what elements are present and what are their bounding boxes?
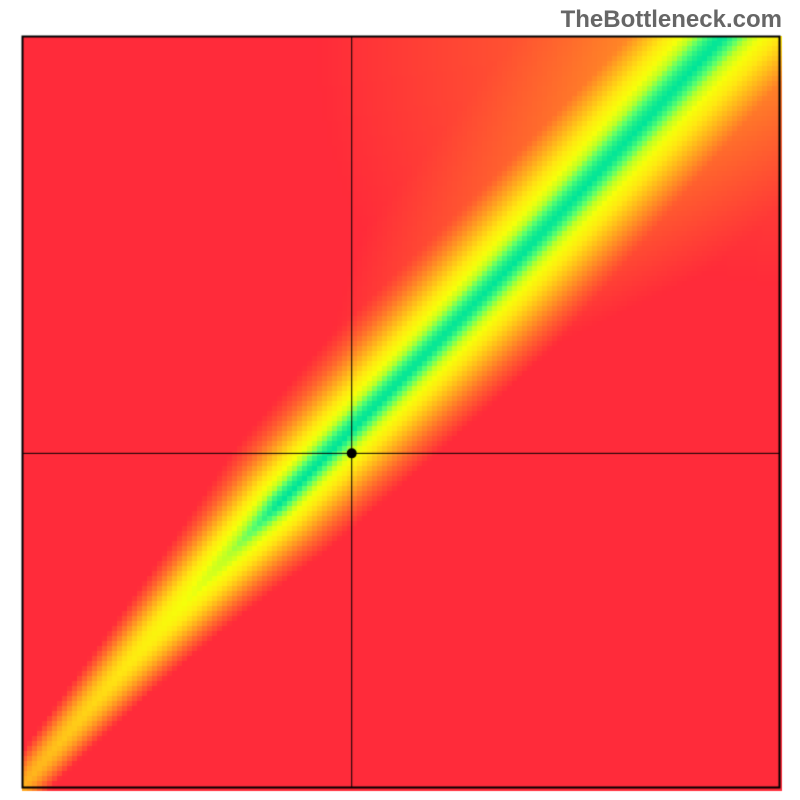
bottleneck-heatmap [0, 0, 800, 800]
chart-container: TheBottleneck.com [0, 0, 800, 800]
watermark-text: TheBottleneck.com [561, 6, 782, 34]
